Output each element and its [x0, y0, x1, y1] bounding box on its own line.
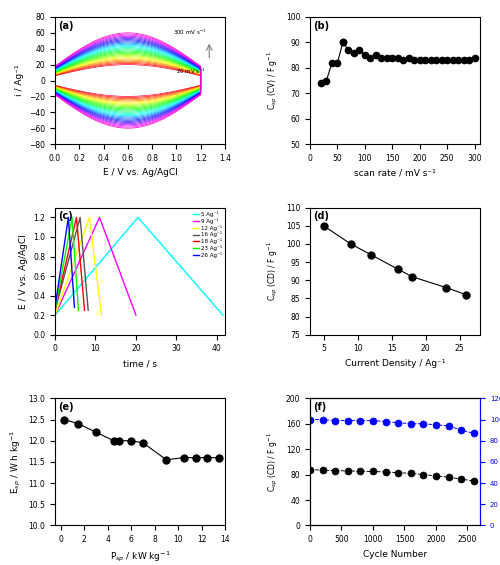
Line: 5 Ag⁻¹: 5 Ag⁻¹ [55, 218, 223, 315]
9 Ag⁻¹ [52, 312, 58, 319]
9 Ag⁻¹ [133, 312, 139, 319]
Text: (f): (f) [314, 402, 326, 412]
Text: (e): (e) [58, 402, 74, 412]
Y-axis label: E / V vs. Ag/AgCl: E / V vs. Ag/AgCl [18, 234, 28, 308]
X-axis label: Cycle Number: Cycle Number [363, 550, 427, 559]
Text: (a): (a) [58, 21, 74, 31]
Text: 20 mV s$^{-1}$: 20 mV s$^{-1}$ [176, 67, 206, 76]
23 Ag⁻¹ [76, 307, 82, 314]
16 Ag⁻¹ [85, 307, 91, 314]
X-axis label: scan rate / mV s⁻¹: scan rate / mV s⁻¹ [354, 168, 436, 177]
26 Ag⁻¹ [66, 214, 71, 221]
9 Ag⁻¹ [96, 214, 102, 221]
Line: 9 Ag⁻¹: 9 Ag⁻¹ [55, 218, 136, 315]
5 Ag⁻¹ [135, 214, 141, 221]
Line: 26 Ag⁻¹: 26 Ag⁻¹ [55, 218, 74, 307]
X-axis label: P$_{sp}$ / kW kg$^{-1}$: P$_{sp}$ / kW kg$^{-1}$ [110, 550, 170, 564]
12 Ag⁻¹ [52, 312, 58, 319]
Y-axis label: C$_{sp}$ (CD) / F g$^{-1}$: C$_{sp}$ (CD) / F g$^{-1}$ [266, 432, 280, 492]
X-axis label: time / s: time / s [123, 359, 157, 368]
12 Ag⁻¹ [86, 214, 92, 221]
23 Ag⁻¹ [69, 214, 75, 221]
18 Ag⁻¹ [82, 307, 87, 314]
5 Ag⁻¹ [52, 312, 58, 319]
Y-axis label: C$_{sp}$ (CD) / F g$^{-1}$: C$_{sp}$ (CD) / F g$^{-1}$ [266, 241, 280, 301]
Text: 300 mV s$^{-1}$: 300 mV s$^{-1}$ [174, 27, 207, 37]
16 Ag⁻¹ [52, 307, 58, 314]
Text: (b): (b) [314, 21, 330, 31]
Line: 18 Ag⁻¹: 18 Ag⁻¹ [55, 218, 84, 310]
Line: 23 Ag⁻¹: 23 Ag⁻¹ [55, 218, 78, 310]
Y-axis label: i / Ag⁻¹: i / Ag⁻¹ [14, 65, 24, 96]
26 Ag⁻¹ [72, 304, 78, 311]
18 Ag⁻¹ [52, 307, 58, 314]
18 Ag⁻¹ [74, 214, 80, 221]
Text: (c): (c) [58, 211, 73, 221]
Line: 12 Ag⁻¹: 12 Ag⁻¹ [55, 218, 102, 315]
Y-axis label: C$_{sp}$ (CV) / F g$^{-1}$: C$_{sp}$ (CV) / F g$^{-1}$ [266, 51, 280, 110]
23 Ag⁻¹ [52, 307, 58, 314]
Y-axis label: E$_{sp}$ / W h kg$^{-1}$: E$_{sp}$ / W h kg$^{-1}$ [8, 430, 23, 494]
X-axis label: E / V vs. Ag/AgCl: E / V vs. Ag/AgCl [102, 168, 178, 177]
Line: 16 Ag⁻¹: 16 Ag⁻¹ [55, 218, 88, 310]
X-axis label: Current Density / Ag⁻¹: Current Density / Ag⁻¹ [345, 359, 446, 368]
16 Ag⁻¹ [77, 214, 83, 221]
Legend: 5 Ag⁻¹, 9 Ag⁻¹, 12 Ag⁻¹, 16 Ag⁻¹, 18 Ag⁻¹, 23 Ag⁻¹, 26 Ag⁻¹: 5 Ag⁻¹, 9 Ag⁻¹, 12 Ag⁻¹, 16 Ag⁻¹, 18 Ag⁻… [193, 210, 222, 259]
12 Ag⁻¹ [98, 312, 104, 319]
Text: (d): (d) [314, 211, 330, 221]
26 Ag⁻¹ [52, 304, 58, 311]
5 Ag⁻¹ [220, 312, 226, 319]
